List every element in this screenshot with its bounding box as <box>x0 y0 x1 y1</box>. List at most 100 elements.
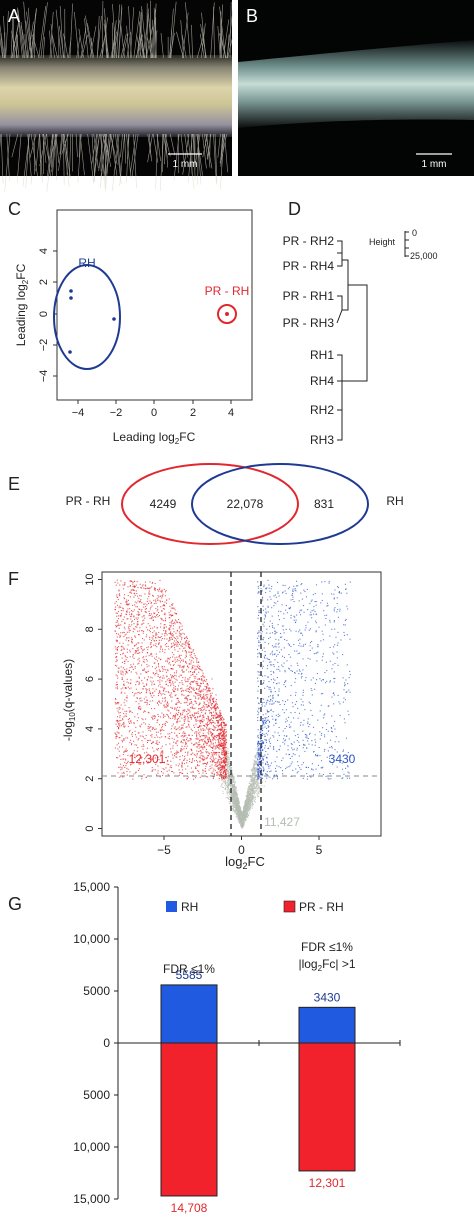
bar-category-labels: FDR ≤1% FDR ≤1% |log2Fc| >1 <box>163 940 356 976</box>
bar-y-tick-label: 15,000 <box>73 1192 110 1206</box>
mds-y-axis-label: Leading log2FC <box>14 263 30 346</box>
dendrogram-leaf-label: RH3 <box>310 433 334 447</box>
bar-rh <box>160 984 218 1044</box>
volcano-down-count: 3430 <box>329 752 356 766</box>
dendrogram-leaf-label: PR - RH3 <box>283 316 335 330</box>
venn-circle-rh <box>191 463 369 545</box>
mds-x-tick-label: 2 <box>190 407 196 419</box>
mds-y-tick-label: 2 <box>38 279 50 285</box>
mds-x-tick-label: −4 <box>72 407 85 419</box>
dendrogram-leaves: PR - RH2 PR - RH4 PR - RH1 PR - RH3 RH1 RH4 RH… <box>283 234 335 447</box>
panel-letter-c: C <box>8 199 21 219</box>
panel-b: B 1 mm <box>238 0 474 176</box>
panel-f: F 10 8 6 4 2 0 −5 0 5 -log10(q-values) log2FC 1… <box>8 569 382 871</box>
volcano-x-tick-label: 0 <box>238 843 245 857</box>
panel-letter-a: A <box>8 6 20 26</box>
mds-y-tick-label: −2 <box>38 339 50 352</box>
dendrogram-leaf-label: RH2 <box>310 403 334 417</box>
panel-letter-e: E <box>8 474 20 494</box>
venn-count-prrh-only: 4249 <box>150 497 177 511</box>
panel-g: G 15,000 10,000 5000 0 5000 10,000 15,000 5585… <box>8 880 401 1215</box>
panel-c: C −4 −2 0 2 4 4 2 0 −2 −4 Leading log2FC Leading… <box>8 199 253 446</box>
height-scale-label: Height <box>369 237 396 247</box>
volcano-ns-count: 11,427 <box>264 815 300 829</box>
volcano-x-tick-label: −5 <box>157 843 171 857</box>
volcano-y-tick-label: 4 <box>84 726 96 732</box>
mds-y-tick-label: −4 <box>38 370 50 383</box>
scale-label-a: 1 mm <box>173 159 198 170</box>
legend-label-rh: RH <box>181 900 198 914</box>
volcano-plot-area <box>101 571 382 837</box>
venn-circle-prrh <box>121 463 299 545</box>
mds-x-tick-label: 4 <box>228 407 234 419</box>
bar-y-tick-label: 10,000 <box>73 932 110 946</box>
mds-x-ticks: −4 −2 0 2 4 <box>72 400 234 419</box>
bar-value-label-rh: 5585 <box>176 968 203 982</box>
legend-swatch-rh <box>166 901 177 912</box>
panel-e: E PR - RH RH 4249 22,078 831 <box>8 463 404 545</box>
height-tick-bottom: 25,000 <box>410 251 438 261</box>
volcano-y-tick-label: 0 <box>84 825 96 831</box>
bar-prrh <box>298 1042 356 1172</box>
rh-sample-point <box>69 296 73 300</box>
height-tick-top: 0 <box>412 228 417 238</box>
bar-value-label-rh: 3430 <box>314 990 341 1004</box>
mds-x-tick-label: −2 <box>110 407 123 419</box>
panel-d: D PR - RH2 PR - RH4 PR - RH1 PR - RH3 RH1 RH4… <box>283 199 438 447</box>
bar-y-ticks: 15,000 10,000 5000 0 5000 10,000 15,000 <box>73 880 118 1206</box>
mds-y-tick-label: 4 <box>38 248 50 254</box>
volcano-y-tick-label: 6 <box>84 676 96 682</box>
bar-prrh <box>160 1042 218 1197</box>
venn-label-rh: RH <box>386 494 403 508</box>
scale-label-b: 1 mm <box>422 159 447 170</box>
bar-category-label: |log2Fc| >1 <box>298 957 355 973</box>
bar-y-tick-label: 5000 <box>83 1088 110 1102</box>
panel-letter-b: B <box>246 6 258 26</box>
bar-y-tick-label: 5000 <box>83 984 110 998</box>
bar-y-tick-label: 0 <box>103 1036 110 1050</box>
dendrogram-leaf-label: PR - RH2 <box>283 234 335 248</box>
bar-value-label-prrh: 14,708 <box>171 1201 208 1215</box>
volcano-y-ticks: 10 8 6 4 2 0 <box>84 573 102 832</box>
legend-label-prrh: PR - RH <box>299 900 344 914</box>
volcano-up-count: 12,301 <box>129 752 166 766</box>
dendrogram-leaf-label: PR - RH1 <box>283 289 335 303</box>
bar-value-label-prrh: 12,301 <box>309 1176 346 1190</box>
bar-category-label: FDR ≤1% <box>301 940 353 954</box>
dendrogram-leaf-label: PR - RH4 <box>283 259 335 273</box>
mds-x-tick-label: 0 <box>151 407 157 419</box>
prrh-cluster-label: PR - RH <box>205 284 250 298</box>
bars: 5585 14,708 3430 12,301 <box>160 968 356 1215</box>
bar-rh <box>298 1006 356 1044</box>
volcano-y-tick-label: 2 <box>84 776 96 782</box>
panel-a: A 1 mm <box>0 0 234 192</box>
volcano-y-axis-label: -log10(q-values) <box>61 659 77 741</box>
panel-letter-f: F <box>8 569 19 589</box>
venn-label-prrh: PR - RH <box>66 494 111 508</box>
bar-y-tick-label: 15,000 <box>73 880 110 894</box>
rh-sample-point <box>68 350 72 354</box>
volcano-x-tick-label: 5 <box>316 843 323 857</box>
panel-letter-d: D <box>288 199 301 219</box>
bar-legend: RH PR - RH <box>166 900 344 914</box>
dendrogram-leaf-label: RH4 <box>310 374 334 388</box>
rh-sample-point <box>112 317 116 321</box>
rh-sample-point <box>69 289 73 293</box>
volcano-y-tick-label: 8 <box>84 626 96 632</box>
mds-y-tick-label: 0 <box>38 311 50 317</box>
rh-cluster-label: RH <box>78 256 95 270</box>
panel-letter-g: G <box>8 894 22 914</box>
volcano-y-tick-label: 10 <box>84 573 96 585</box>
dendrogram-branches <box>336 240 368 441</box>
dendrogram-leaf-label: RH1 <box>310 348 334 362</box>
mds-y-ticks: 4 2 0 −2 −4 <box>38 248 57 382</box>
bar-category-label: FDR ≤1% <box>163 962 215 976</box>
venn-count-rh-only: 831 <box>314 497 334 511</box>
volcano-points <box>114 579 351 829</box>
mds-x-axis-label: Leading log2FC <box>113 430 196 446</box>
bar-y-tick-label: 10,000 <box>73 1140 110 1154</box>
rh-cluster-ellipse <box>53 264 121 370</box>
volcano-x-ticks: −5 0 5 <box>157 836 323 857</box>
legend-swatch-prrh <box>283 900 296 913</box>
